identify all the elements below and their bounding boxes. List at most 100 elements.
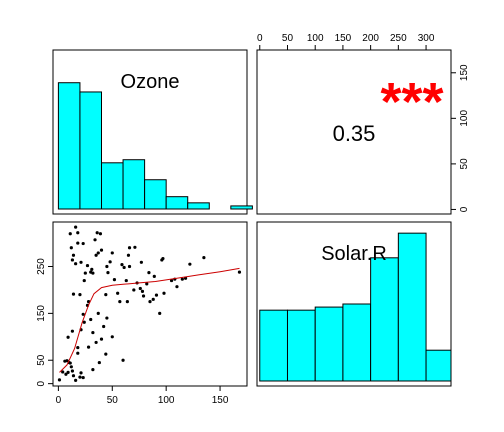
scatter-point bbox=[105, 316, 109, 320]
solar-histogram-panel: Solar.R bbox=[256, 221, 452, 387]
top-axis-tick-label: 300 bbox=[418, 33, 435, 44]
scatter-point bbox=[138, 286, 142, 291]
scatter-point bbox=[175, 285, 179, 289]
left-axis-tick-label: 0 bbox=[36, 380, 47, 386]
scatter-point bbox=[237, 270, 242, 274]
ozone-histogram-bar bbox=[79, 91, 102, 210]
scatter-point bbox=[69, 365, 73, 369]
scatter-point bbox=[96, 311, 100, 315]
scatter-point bbox=[97, 360, 101, 365]
ozone-histogram-bar bbox=[165, 196, 189, 210]
bottom-axis-tick-label: 0 bbox=[56, 395, 62, 406]
bottom-axis-tick-label: 50 bbox=[107, 395, 119, 406]
solar-histogram-bar bbox=[286, 309, 316, 382]
scatter-point bbox=[76, 241, 80, 245]
scatter-point bbox=[106, 271, 110, 275]
solar-histogram-bar bbox=[259, 309, 288, 382]
scatter-point bbox=[70, 369, 74, 373]
smooth-line bbox=[59, 267, 240, 373]
scatter-point bbox=[105, 264, 109, 269]
scatter-point bbox=[133, 245, 137, 249]
solar-histogram-bar bbox=[370, 257, 399, 382]
scatter-point bbox=[66, 370, 70, 375]
scatter-point bbox=[82, 278, 86, 283]
scatter-point bbox=[145, 282, 149, 286]
scatter-point bbox=[139, 260, 143, 264]
correlation-panel: 0.35 *** bbox=[256, 49, 452, 215]
right-axis-tick-label: 50 bbox=[459, 158, 470, 170]
ozone-variable-label: Ozone bbox=[121, 71, 180, 93]
scatter-point bbox=[94, 253, 98, 257]
scatter-point bbox=[127, 264, 132, 269]
scatter-point bbox=[151, 297, 155, 301]
solar-histogram-bar bbox=[342, 303, 372, 382]
scatter-point bbox=[91, 330, 95, 335]
scatter-point bbox=[82, 320, 86, 324]
scatter-point bbox=[180, 277, 184, 281]
scatter-point bbox=[169, 278, 174, 283]
ozone-histogram-bar bbox=[57, 82, 81, 210]
top-axis-tick-label: 250 bbox=[390, 33, 407, 44]
scatter-point bbox=[68, 361, 72, 365]
scatter-point bbox=[64, 372, 68, 376]
scatter-point bbox=[126, 253, 131, 257]
scatter-point bbox=[71, 374, 76, 378]
ozone-histogram-bar bbox=[230, 205, 253, 210]
scatter-point bbox=[81, 241, 85, 246]
scatter-point bbox=[81, 375, 85, 380]
scatter-point bbox=[112, 278, 117, 282]
solar-histogram-bar bbox=[425, 349, 452, 382]
scatter-point bbox=[102, 324, 106, 329]
scatter-point bbox=[93, 238, 97, 242]
scatter-point bbox=[202, 256, 206, 260]
solar-histogram-bar bbox=[314, 306, 344, 382]
correlation-significance: *** bbox=[380, 72, 443, 132]
left-axis-tick-label: 50 bbox=[36, 354, 47, 366]
top-axis-tick-label: 100 bbox=[307, 33, 324, 44]
scatter-frame bbox=[52, 221, 248, 387]
scatter-point bbox=[74, 378, 78, 382]
top-axis-tick-label: 50 bbox=[282, 33, 294, 44]
scatter-point bbox=[132, 288, 136, 292]
scatter-point bbox=[147, 271, 151, 275]
scatter-point bbox=[98, 232, 103, 236]
scatter-point bbox=[96, 251, 100, 255]
scatter-point bbox=[158, 311, 162, 315]
scatter-point bbox=[71, 292, 76, 296]
left-solar-axis: 0 50 150 250 bbox=[36, 258, 54, 386]
left-axis-tick-label: 150 bbox=[36, 305, 47, 322]
scatter-point bbox=[116, 291, 120, 295]
scatter-point bbox=[94, 340, 98, 345]
solar-histogram-frame bbox=[256, 221, 452, 387]
ozone-histogram-bar bbox=[101, 162, 124, 210]
top-axis-tick-label: 0 bbox=[257, 33, 263, 44]
scatter-panel bbox=[52, 221, 248, 387]
bottom-ozone-axis: 0 50 100 150 bbox=[56, 385, 229, 406]
solar-histogram-bar bbox=[397, 232, 427, 382]
scatter-point bbox=[121, 358, 125, 362]
scatter-point bbox=[140, 289, 145, 293]
scatter-point bbox=[110, 335, 114, 339]
scatter-point bbox=[65, 359, 69, 363]
scatter-point bbox=[89, 317, 93, 322]
scatter-point bbox=[104, 293, 108, 297]
scatter-point bbox=[162, 291, 166, 295]
scatter-point bbox=[120, 263, 124, 267]
scatter-point bbox=[125, 300, 129, 304]
ozone-histogram-bar bbox=[187, 202, 210, 210]
scatter-point bbox=[76, 345, 80, 350]
scatter-point bbox=[79, 371, 83, 375]
scatter-point bbox=[57, 378, 62, 382]
scatter-point bbox=[161, 256, 165, 261]
scatter-point bbox=[148, 300, 152, 304]
top-solar-axis: 0 50 100 150 200 250 300 bbox=[257, 33, 435, 51]
scatter-point bbox=[66, 335, 70, 339]
left-axis-tick-label: 250 bbox=[36, 258, 47, 275]
scatter-point bbox=[74, 225, 78, 229]
scatter-point bbox=[154, 293, 159, 297]
scatter-point bbox=[95, 231, 99, 235]
scatter-point bbox=[78, 375, 82, 379]
scatter-point bbox=[99, 337, 104, 341]
scatter-point bbox=[69, 246, 73, 250]
scatter-point bbox=[91, 271, 95, 275]
